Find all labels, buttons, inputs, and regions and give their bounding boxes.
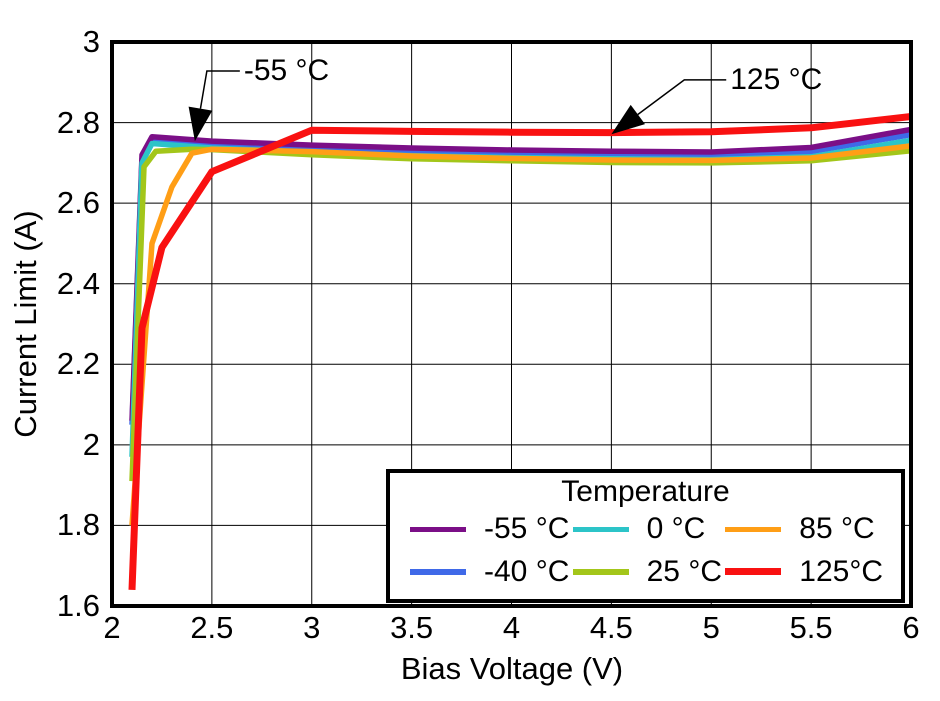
x-axis-title: Bias Voltage (V) bbox=[400, 651, 624, 686]
legend: Temperature -55 °C -40 °C 0 °C 25 °C 85 °C 12… bbox=[386, 469, 905, 603]
y-tick-label: 3 bbox=[82, 24, 100, 59]
legend-label: 125°C bbox=[799, 554, 883, 588]
legend-label: -55 °C bbox=[484, 512, 570, 546]
y-tick-label: 2.2 bbox=[56, 346, 100, 382]
series-line-5 bbox=[129, 143, 912, 526]
x-tick-label: 4 bbox=[502, 610, 521, 645]
legend-item-5: 125°C bbox=[725, 554, 883, 588]
series-line-2 bbox=[129, 126, 912, 421]
x-tick-label: 6 bbox=[902, 610, 920, 645]
series-line-4 bbox=[129, 146, 912, 482]
annotation-leader bbox=[637, 79, 727, 116]
annotation-arrowhead bbox=[611, 104, 645, 135]
legend-item-0: -55 °C bbox=[410, 513, 569, 545]
legend-label: 85 °C bbox=[799, 512, 875, 546]
y-tick-label: 1.8 bbox=[56, 507, 100, 543]
y-tick-label: 2.4 bbox=[56, 265, 100, 301]
y-tick-label: 2 bbox=[82, 426, 100, 462]
legend-swatch-icon bbox=[572, 526, 629, 532]
x-tick-label: 2.5 bbox=[190, 610, 234, 645]
legend-items: -55 °C -40 °C 0 °C 25 °C 85 °C 125°C bbox=[390, 508, 901, 599]
legend-item-1: -40 °C bbox=[410, 554, 570, 588]
legend-item-2: 0 °C bbox=[572, 512, 722, 546]
legend-item-4: 85 °C bbox=[725, 513, 883, 545]
plot-border bbox=[110, 40, 913, 608]
annotation-leader bbox=[199, 70, 240, 109]
y-tick-label: 1.6 bbox=[56, 588, 100, 623]
legend-label: 0 °C bbox=[646, 512, 706, 546]
legend-title: Temperature bbox=[561, 475, 730, 508]
legend-label: 25 °C bbox=[646, 554, 722, 588]
x-tick-label: 5.5 bbox=[789, 610, 833, 645]
x-tick-label: 5 bbox=[702, 610, 720, 645]
y-tick-label: 2.6 bbox=[56, 185, 100, 221]
series-line-1 bbox=[129, 131, 912, 425]
annotation-arrowhead bbox=[188, 106, 213, 142]
legend-swatch-icon bbox=[572, 569, 629, 575]
legend-swatch-icon bbox=[725, 526, 782, 532]
annotation-label-1: 125 °C bbox=[730, 62, 823, 96]
y-tick-label: 2.8 bbox=[56, 104, 100, 140]
x-tick-label: 2 bbox=[103, 610, 121, 645]
annotation-label-0: -55 °C bbox=[243, 54, 330, 87]
legend-swatch-icon bbox=[725, 568, 782, 576]
legend-swatch-icon bbox=[410, 569, 466, 575]
y-axis-title: Current Limit (A) bbox=[8, 210, 43, 438]
series-line-3 bbox=[129, 137, 912, 457]
x-tick-label: 4.5 bbox=[589, 610, 633, 645]
series-line-6 bbox=[128, 113, 912, 591]
legend-item-3: 25 °C bbox=[572, 554, 722, 588]
legend-swatch-icon bbox=[410, 526, 466, 532]
x-tick-label: 3 bbox=[303, 610, 321, 645]
legend-label: -40 °C bbox=[484, 554, 570, 588]
x-tick-label: 3.5 bbox=[390, 610, 434, 645]
